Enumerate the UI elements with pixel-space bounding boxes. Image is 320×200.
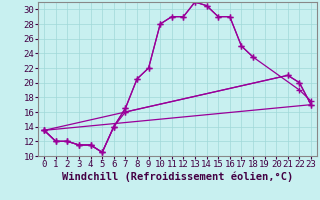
X-axis label: Windchill (Refroidissement éolien,°C): Windchill (Refroidissement éolien,°C)	[62, 172, 293, 182]
